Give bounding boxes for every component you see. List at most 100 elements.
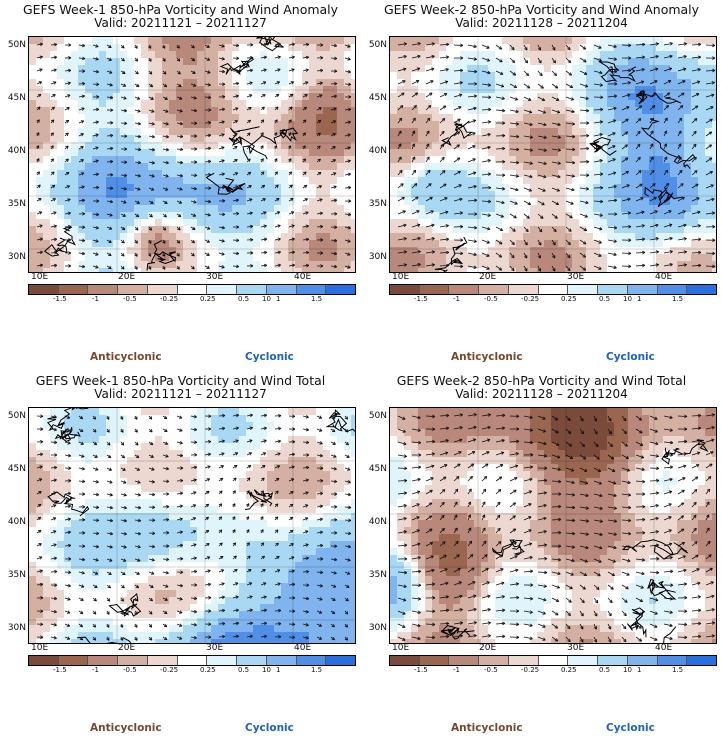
colorbar-label: 1 xyxy=(276,666,281,674)
colorbar-label: 0.5 xyxy=(238,295,250,303)
lat-label: 45N xyxy=(368,93,387,103)
colorbar-label: 1.5 xyxy=(311,666,323,674)
lat-label: 45N xyxy=(368,464,387,474)
lon-label: 30E xyxy=(206,643,224,653)
colorbar-label: -1 xyxy=(453,295,460,303)
vorticity-shading xyxy=(390,408,716,643)
colorbar-swatch xyxy=(88,656,119,665)
colorbar-label: -0.5 xyxy=(484,666,498,674)
lon-label: 20E xyxy=(479,272,497,282)
wind-vectors xyxy=(397,413,715,643)
vorticity-shading xyxy=(29,408,355,643)
lon-label: 10E xyxy=(392,272,410,282)
colorbar-swatch xyxy=(177,656,208,665)
lat-label: 30N xyxy=(7,252,26,262)
colorbar-swatch xyxy=(449,656,480,665)
vorticity-map xyxy=(28,36,356,273)
lon-label: 20E xyxy=(118,643,136,653)
colorbar-label: -0.25 xyxy=(160,666,179,674)
colorbar-swatch xyxy=(29,656,59,665)
colorbar-label: 0.5 xyxy=(599,295,611,303)
lon-label: 40E xyxy=(655,272,673,282)
lat-label: 40N xyxy=(7,517,26,527)
cyclonic-legend: Cyclonic xyxy=(245,722,294,734)
colorbar-swatch xyxy=(296,285,327,294)
colorbar-label: 1.5 xyxy=(311,295,323,303)
colorbar-swatch xyxy=(207,656,238,665)
vorticity-shading xyxy=(390,37,716,272)
lat-label: 30N xyxy=(7,623,26,633)
colorbar-swatch xyxy=(207,285,238,294)
colorbar-swatch xyxy=(177,285,208,294)
colorbar-swatch xyxy=(237,285,267,294)
lon-label: 40E xyxy=(294,272,312,282)
anticyclonic-legend: Anticyclonic xyxy=(90,722,162,734)
colorbar-swatch xyxy=(419,656,450,665)
coastlines xyxy=(46,408,355,643)
graticule xyxy=(29,37,355,272)
colorbar-swatch xyxy=(266,285,297,294)
colorbar-swatch xyxy=(508,656,539,665)
colorbar-swatch xyxy=(657,285,688,294)
map-canvas xyxy=(390,37,716,272)
panel-week1-total: GEFS Week-1 850-hPa Vorticity and Wind T… xyxy=(0,371,361,742)
colorbar-label: 1 xyxy=(637,666,642,674)
panel-title: GEFS Week-1 850-hPa Vorticity and Wind T… xyxy=(35,373,326,388)
lon-label: 30E xyxy=(567,643,585,653)
panel-valid-dates: Valid: 20211121 – 20211127 xyxy=(94,16,267,30)
colorbar xyxy=(28,284,356,295)
lat-label: 45N xyxy=(7,93,26,103)
colorbar xyxy=(389,284,717,295)
panel-title: GEFS Week-1 850-hPa Vorticity and Wind A… xyxy=(22,2,339,17)
colorbar-label: -0.25 xyxy=(521,295,540,303)
colorbar-label: -0.5 xyxy=(123,295,137,303)
lon-label: 20E xyxy=(118,272,136,282)
lat-label: 50N xyxy=(368,411,387,421)
colorbar-swatch xyxy=(479,656,509,665)
colorbar-swatch xyxy=(598,285,628,294)
panel-valid-dates: Valid: 20211128 – 20211204 xyxy=(455,16,628,30)
colorbar-swatch xyxy=(598,656,628,665)
colorbar-label: -1 xyxy=(453,666,460,674)
colorbar-swatch xyxy=(58,285,89,294)
colorbar-swatch xyxy=(29,285,59,294)
colorbar-label: 1.5 xyxy=(672,666,684,674)
colorbar-swatch xyxy=(419,285,450,294)
colorbar-label: -1.5 xyxy=(53,295,67,303)
colorbar-label: -0.5 xyxy=(484,295,498,303)
lat-label: 50N xyxy=(368,40,387,50)
colorbar-label: -1 xyxy=(92,666,99,674)
lat-label: 45N xyxy=(7,464,26,474)
colorbar-swatch xyxy=(237,656,267,665)
colorbar-label: -0.5 xyxy=(123,666,137,674)
lon-label: 30E xyxy=(206,272,224,282)
panel-title: GEFS Week-2 850-hPa Vorticity and Wind T… xyxy=(396,373,687,388)
graticule xyxy=(29,408,355,643)
colorbar-swatch xyxy=(147,285,178,294)
panel-week2-anomaly: GEFS Week-2 850-hPa Vorticity and Wind A… xyxy=(361,0,722,371)
panel-title: GEFS Week-2 850-hPa Vorticity and Wind A… xyxy=(383,2,700,17)
lon-label: 10E xyxy=(392,643,410,653)
colorbar-swatch xyxy=(479,285,509,294)
colorbar-label: -1.5 xyxy=(414,666,428,674)
colorbar-swatch xyxy=(326,285,356,294)
wind-vectors xyxy=(36,42,352,270)
colorbar-swatch xyxy=(88,285,119,294)
panel-valid-dates: Valid: 20211121 – 20211127 xyxy=(94,387,267,401)
colorbar-swatch xyxy=(118,656,148,665)
lat-label: 50N xyxy=(7,411,26,421)
lon-label: 40E xyxy=(655,643,673,653)
colorbar xyxy=(28,655,356,666)
cyclonic-legend: Cyclonic xyxy=(245,351,294,363)
colorbar-swatch xyxy=(657,656,688,665)
colorbar-swatch xyxy=(568,656,599,665)
lon-label: 20E xyxy=(479,643,497,653)
colorbar-multiplier: 10 xyxy=(262,666,271,674)
lon-label: 10E xyxy=(31,643,49,653)
vorticity-map xyxy=(389,36,717,273)
cyclonic-legend: Cyclonic xyxy=(606,722,655,734)
coastlines xyxy=(43,37,299,271)
colorbar-label: 1 xyxy=(276,295,281,303)
map-canvas xyxy=(29,408,355,643)
wind-vectors xyxy=(36,413,352,641)
